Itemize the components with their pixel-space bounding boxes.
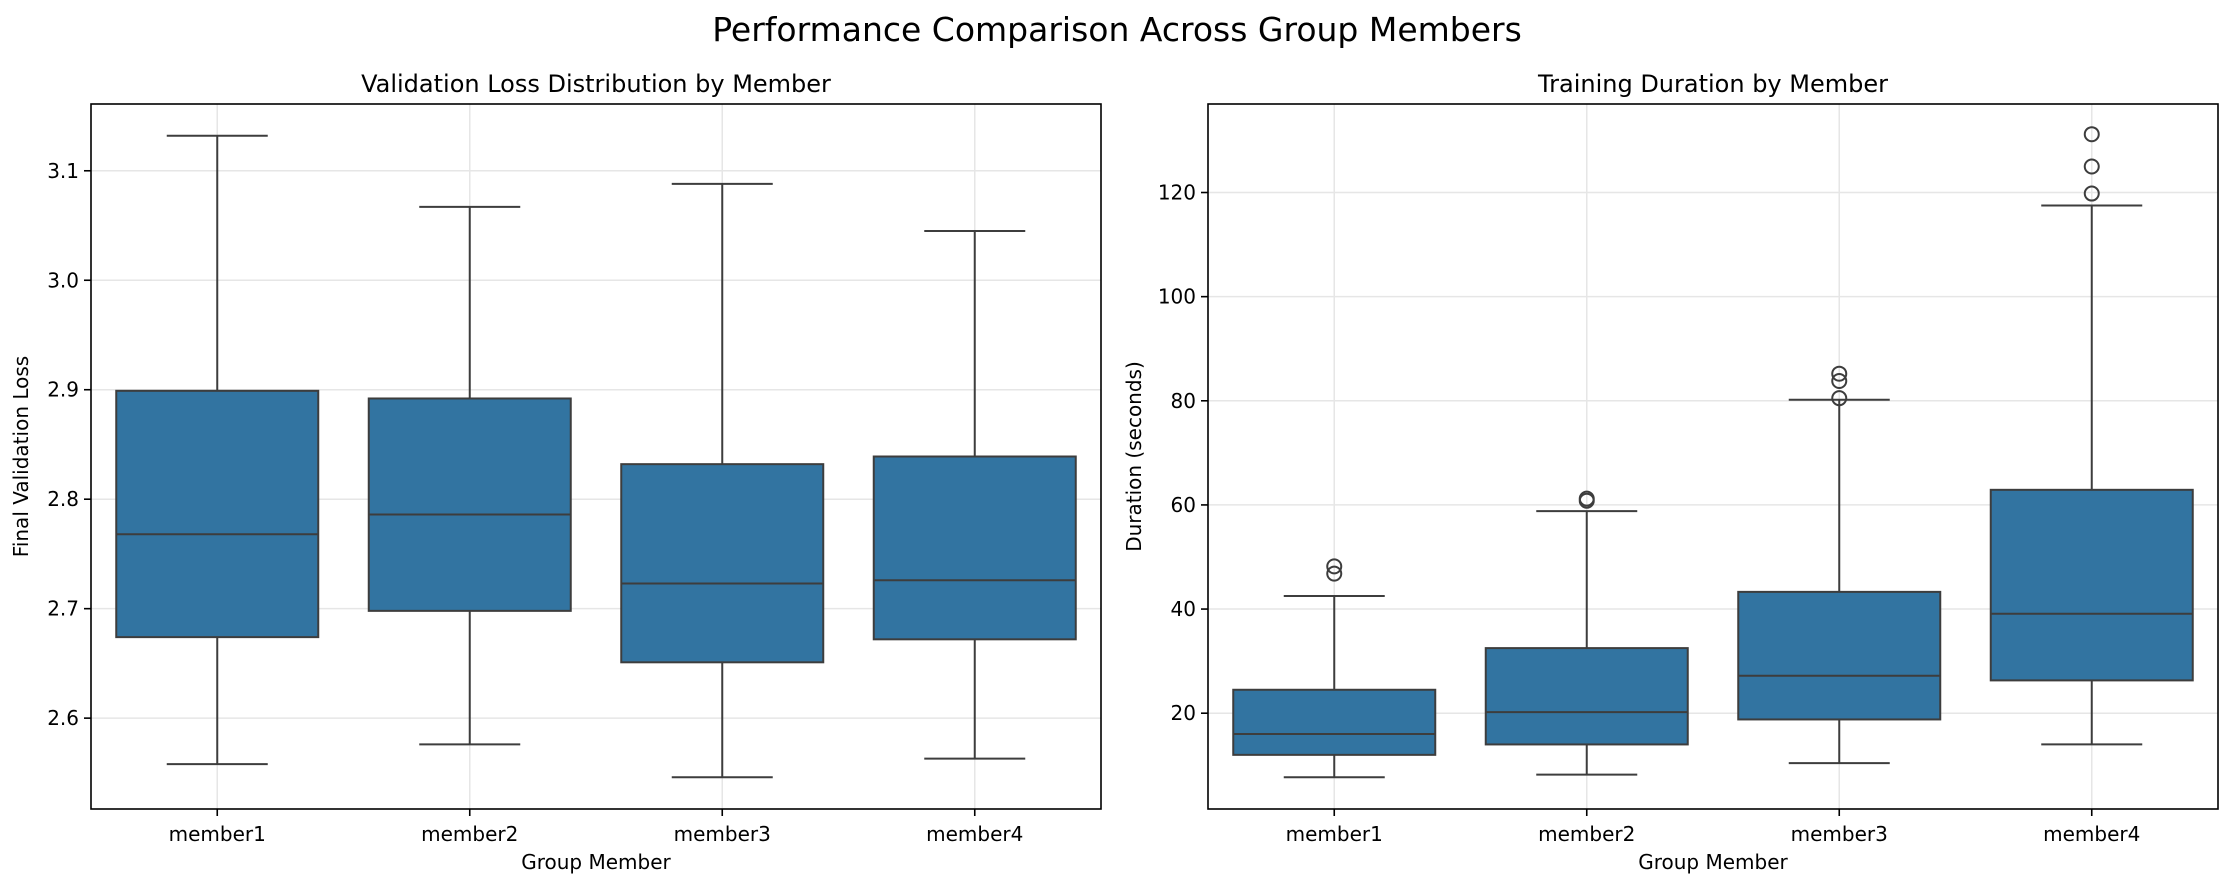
y-tick-label: 120	[1158, 181, 1196, 205]
box-member2	[1484, 490, 1689, 776]
box-member3	[620, 182, 825, 779]
x-axis-label: Group Member	[521, 850, 671, 874]
outlier-point	[1831, 373, 1848, 390]
iqr-box	[1232, 688, 1437, 756]
iqr-box	[1737, 590, 1942, 721]
y-tick-label: 80	[1171, 389, 1196, 413]
panel-title: Validation Loss Distribution by Member	[361, 70, 831, 98]
y-tick-label: 20	[1171, 701, 1196, 725]
outlier-point	[2083, 158, 2100, 175]
y-tick-label: 3.0	[47, 268, 79, 292]
y-tick-label: 3.1	[47, 159, 79, 183]
outlier-point	[1326, 558, 1343, 575]
x-tick-label: member2	[1538, 822, 1635, 846]
iqr-box	[620, 463, 825, 664]
y-tick-label: 2.8	[47, 487, 79, 511]
y-tick-label: 2.9	[47, 378, 79, 402]
outlier-point	[1831, 390, 1848, 407]
box-member1	[1232, 558, 1437, 779]
y-tick-label: 100	[1158, 285, 1196, 309]
outlier-point	[1831, 365, 1848, 382]
outlier-point	[1578, 490, 1595, 507]
iqr-box	[1989, 488, 2194, 682]
panel-title: Training Duration by Member	[1537, 70, 1888, 98]
box-member4	[872, 229, 1077, 760]
outlier-point	[2083, 126, 2100, 143]
outlier-point	[2083, 185, 2100, 202]
x-tick-label: member3	[674, 822, 771, 846]
x-axis-label: Group Member	[1638, 850, 1788, 874]
axes-frame	[90, 103, 1102, 810]
box-member3	[1737, 365, 1942, 765]
y-axis-label: Final Validation Loss	[9, 356, 33, 557]
x-tick-label: member1	[1286, 822, 1383, 846]
x-tick-label: member4	[2043, 822, 2140, 846]
box-member4	[1989, 126, 2194, 746]
iqr-box	[1484, 647, 1689, 746]
box-member2	[367, 205, 572, 746]
box-member1	[115, 134, 320, 766]
x-tick-label: member2	[421, 822, 518, 846]
axes-frame	[1207, 103, 2219, 810]
y-tick-label: 60	[1171, 493, 1196, 517]
y-axis-label: Duration (seconds)	[1122, 361, 1146, 552]
outlier-point	[1326, 565, 1343, 582]
x-tick-label: member1	[169, 822, 266, 846]
x-tick-label: member3	[1791, 822, 1888, 846]
training-duration-panel: 20 40 60 80 100 120 member1 member2 member3 membe…	[1122, 70, 2219, 874]
y-tick-label: 40	[1171, 597, 1196, 621]
figure-title: Performance Comparison Across Group Memb…	[712, 10, 1522, 49]
x-tick-label: member4	[926, 822, 1023, 846]
y-tick-label: 2.6	[47, 706, 79, 730]
y-tick-label: 2.7	[47, 597, 79, 621]
iqr-box	[115, 389, 320, 639]
iqr-box	[872, 455, 1077, 641]
iqr-box	[367, 397, 572, 612]
validation-loss-panel: 2.6 2.7 2.8 2.9 3.0 3.1 member1 member2 member3 m…	[9, 70, 1102, 874]
